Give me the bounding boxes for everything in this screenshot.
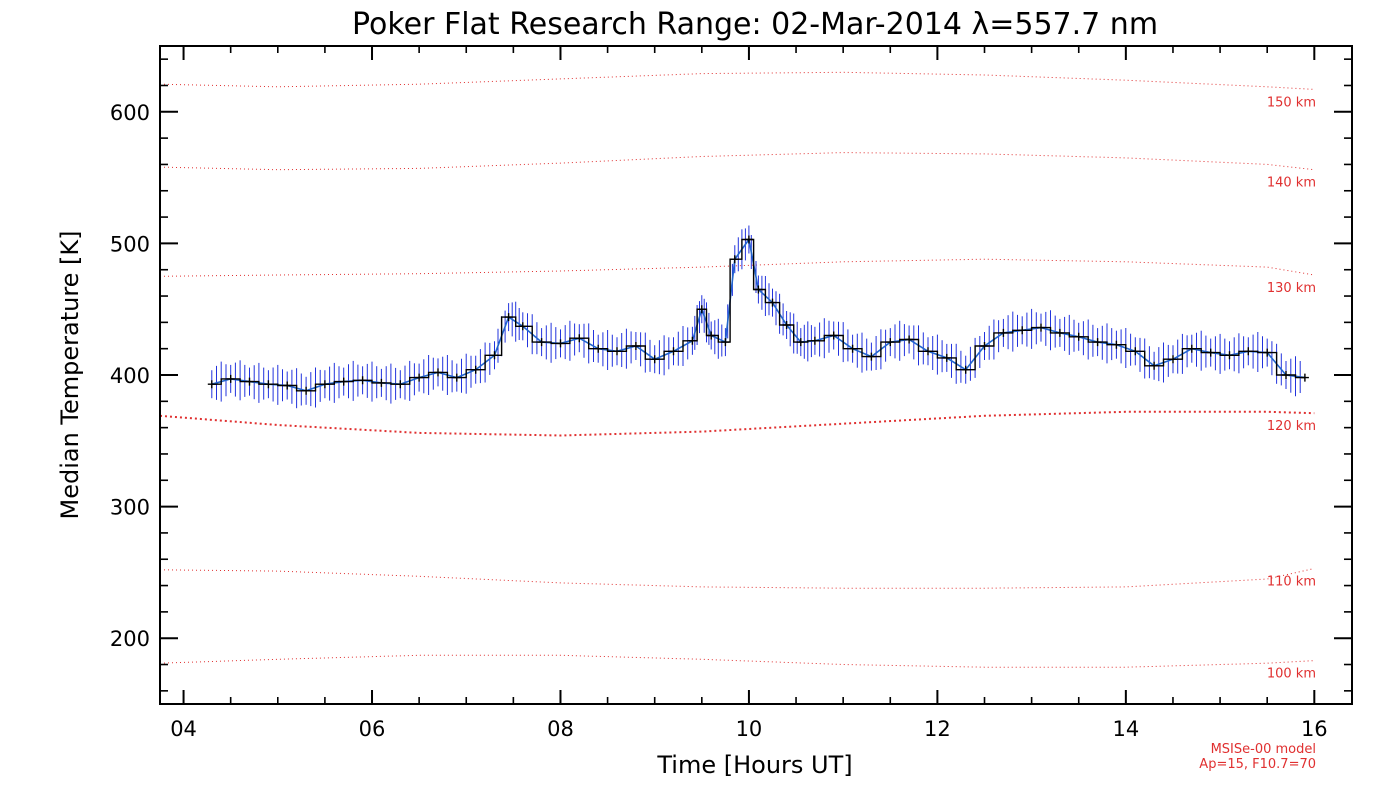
ref-line-150km: [159, 71, 1315, 90]
data-point: [226, 374, 235, 383]
data-point: [688, 336, 697, 345]
ref-line-100km: [159, 654, 1315, 668]
data-point: [631, 342, 640, 350]
data-point: [730, 255, 739, 264]
data-point: [924, 347, 932, 356]
y-tick-label: 500: [110, 232, 150, 256]
data-point: [518, 322, 527, 331]
x-tick-label: 08: [547, 717, 574, 741]
data-point: [1300, 373, 1309, 382]
data-point: [1263, 348, 1272, 357]
data-point: [613, 347, 621, 356]
data-point: [697, 305, 706, 314]
data-point: [1112, 340, 1121, 349]
data-point: [245, 377, 254, 386]
data-point: [1187, 344, 1196, 353]
data-point: [650, 355, 659, 364]
data-point: [1093, 338, 1102, 347]
data-point: [339, 377, 348, 386]
ref-label-150km: 150 km: [1267, 95, 1316, 110]
data-point: [283, 381, 292, 390]
data-point: [207, 380, 216, 389]
data-point: [575, 334, 584, 343]
data-point: [796, 338, 805, 347]
x-axis-label: Time [Hours UT]: [656, 751, 852, 779]
data-point: [905, 335, 914, 344]
data-point: [961, 365, 970, 374]
data-point: [471, 365, 480, 374]
data-point: [556, 339, 565, 348]
model-annotation: MSISe-00 model: [1211, 742, 1316, 757]
data-point: [1131, 347, 1140, 356]
data-series: [207, 225, 1309, 409]
ref-label-140km: 140 km: [1267, 176, 1316, 191]
data-point: [744, 235, 753, 244]
data-point: [452, 373, 461, 382]
data-point: [1169, 355, 1177, 364]
data-point: [490, 351, 499, 360]
data-point: [594, 344, 603, 353]
ref-line-130km: [159, 258, 1315, 277]
ref-line-140km: [159, 152, 1315, 171]
data-point: [537, 338, 546, 347]
data-point: [302, 386, 311, 395]
ref-label-130km: 130 km: [1267, 281, 1316, 296]
x-tick-label: 14: [1112, 717, 1139, 741]
data-point: [1282, 371, 1290, 379]
data-point: [782, 321, 791, 329]
data-point: [829, 331, 838, 340]
data-point: [396, 380, 405, 389]
data-point: [707, 331, 716, 340]
data-point: [1074, 332, 1083, 341]
data-point: [377, 378, 386, 387]
data-point: [886, 338, 895, 347]
data-point: [754, 285, 763, 294]
data-point: [999, 328, 1008, 337]
data-point: [320, 380, 329, 389]
y-tick-label: 200: [110, 627, 150, 651]
data-point: [1225, 351, 1234, 360]
y-tick-label: 300: [110, 496, 150, 520]
data-point: [1037, 323, 1045, 332]
ref-label-120km: 120 km: [1267, 419, 1316, 434]
data-point: [980, 342, 989, 350]
data-point: [1055, 328, 1064, 337]
data-point: [1244, 347, 1253, 356]
data-point: [434, 368, 442, 377]
data-point: [1206, 348, 1215, 357]
data-point: [669, 347, 678, 356]
data-point: [264, 380, 273, 389]
x-tick-label: 06: [359, 717, 386, 741]
x-tick-label: 04: [170, 717, 197, 741]
data-point: [504, 313, 513, 322]
axes: 04 06 08 10 12 14 16 200 300 400 500 600: [110, 46, 1352, 741]
data-point: [1150, 361, 1159, 370]
x-tick-label: 16: [1301, 717, 1328, 741]
y-axis-label: Median Temperature [K]: [56, 230, 84, 519]
x-tick-label: 12: [924, 717, 951, 741]
ref-label-100km: 100 km: [1267, 667, 1316, 682]
data-point: [942, 353, 951, 362]
x-tick-label: 10: [736, 717, 763, 741]
data-point: [1018, 326, 1027, 335]
data-point: [867, 352, 876, 361]
data-point: [358, 376, 367, 385]
data-point: [415, 373, 424, 382]
data-point: [848, 344, 857, 353]
data-point: [768, 298, 777, 307]
y-tick-label: 400: [110, 364, 150, 388]
data-point: [721, 338, 730, 347]
ref-label-110km: 110 km: [1267, 575, 1316, 590]
chart-title: Poker Flat Research Range: 02-Mar-2014 λ…: [352, 7, 1158, 42]
ref-line-110km: [159, 568, 1315, 589]
y-tick-label: 600: [110, 101, 150, 125]
data-point: [810, 336, 819, 345]
parameters-annotation: Ap=15, F10.7=70: [1199, 757, 1316, 772]
model-altitude-lines: 100 km 110 km 120 km 130 km 140 km 150 km: [159, 71, 1316, 682]
